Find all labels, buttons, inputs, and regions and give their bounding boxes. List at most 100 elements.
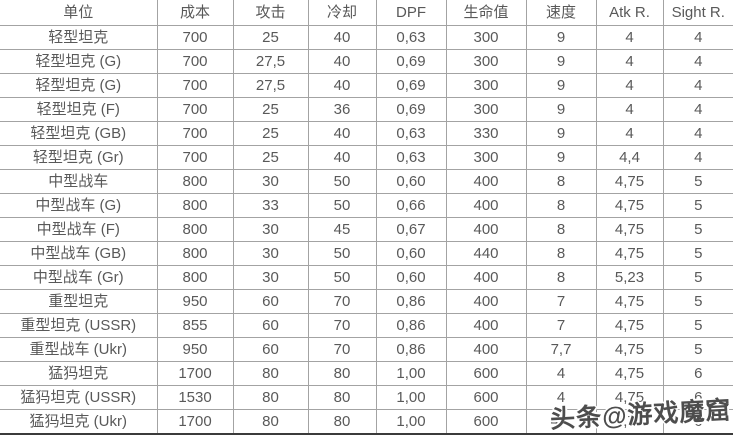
cell-speed: 7 [525, 289, 597, 314]
cell-hp: 300 [445, 145, 527, 170]
cell-attack: 27,5 [232, 73, 309, 98]
cell-speed: 8 [525, 241, 597, 266]
cell-dpf: 1,00 [375, 385, 447, 410]
cell-unit: 轻型坦克 (G) [0, 73, 158, 98]
cell-cooldown: 80 [307, 385, 377, 410]
cell-unit: 猛犸坦克 [0, 361, 158, 386]
cell-cooldown: 45 [307, 217, 377, 242]
column-header-unit: 单位 [0, 0, 158, 26]
table-row: 中型战车 (GB) 800 30 50 0,60 440 8 4,75 5 [0, 241, 733, 266]
cell-speed: 4 [525, 385, 597, 410]
cell-sight_range: 6 [662, 361, 733, 386]
cell-attack: 30 [232, 265, 309, 290]
cell-dpf: 0,69 [375, 49, 447, 74]
cell-dpf: 0,66 [375, 193, 447, 218]
cell-cooldown: 50 [307, 193, 377, 218]
cell-speed: 7 [525, 313, 597, 338]
cell-attack: 30 [232, 169, 309, 194]
cell-sight_range: 4 [662, 73, 733, 98]
cell-attack: 30 [232, 217, 309, 242]
table-row: 猛犸坦克 1700 80 80 1,00 600 4 4,75 6 [0, 361, 733, 386]
cell-cost: 800 [156, 217, 234, 242]
cell-sight_range: 6 [662, 409, 733, 435]
cell-speed: 9 [525, 121, 597, 146]
cell-cooldown: 40 [307, 145, 377, 170]
cell-sight_range: 5 [662, 337, 733, 362]
cell-hp: 400 [445, 217, 527, 242]
cell-hp: 600 [445, 385, 527, 410]
cell-unit: 轻型坦克 [0, 25, 158, 50]
cell-dpf: 0,63 [375, 25, 447, 50]
cell-unit: 猛犸坦克 (USSR) [0, 385, 158, 410]
cell-cost: 700 [156, 121, 234, 146]
cell-dpf: 0,60 [375, 169, 447, 194]
cell-sight_range: 5 [662, 265, 733, 290]
cell-dpf: 0,69 [375, 97, 447, 122]
cell-speed: 8 [525, 265, 597, 290]
cell-atk_range: 4,75 [595, 169, 664, 194]
cell-dpf: 0,67 [375, 217, 447, 242]
cell-speed: 8 [525, 169, 597, 194]
cell-hp: 440 [445, 241, 527, 266]
cell-cost: 800 [156, 241, 234, 266]
cell-hp: 400 [445, 169, 527, 194]
table-row: 轻型坦克 (F) 700 25 36 0,69 300 9 4 4 [0, 97, 733, 122]
cell-speed: 4 [525, 361, 597, 386]
column-header-speed: 速度 [525, 0, 597, 26]
cell-atk_range: 4,75 [595, 385, 664, 410]
table-row: 轻型坦克 (GB) 700 25 40 0,63 330 9 4 4 [0, 121, 733, 146]
cell-sight_range: 4 [662, 121, 733, 146]
cell-cooldown: 50 [307, 265, 377, 290]
table-row: 重型战车 (Ukr) 950 60 70 0,86 400 7,7 4,75 5 [0, 337, 733, 362]
cell-attack: 25 [232, 121, 309, 146]
cell-atk_range: 4,75 [595, 289, 664, 314]
cell-atk_range: 4,75 [595, 241, 664, 266]
table-row: 中型战车 (G) 800 33 50 0,66 400 8 4,75 5 [0, 193, 733, 218]
table-row: 中型战车 800 30 50 0,60 400 8 4,75 5 [0, 169, 733, 194]
column-header-cost: 成本 [156, 0, 234, 26]
cell-atk_range: 4 [595, 73, 664, 98]
cell-hp: 300 [445, 73, 527, 98]
cell-hp: 400 [445, 265, 527, 290]
column-header-atk_range: Atk R. [595, 0, 664, 26]
cell-hp: 400 [445, 193, 527, 218]
cell-attack: 27,5 [232, 49, 309, 74]
cell-attack: 60 [232, 313, 309, 338]
cell-sight_range: 5 [662, 193, 733, 218]
cell-hp: 300 [445, 25, 527, 50]
cell-unit: 中型战车 [0, 169, 158, 194]
cell-speed: 8 [525, 217, 597, 242]
cell-atk_range: 4,75 [595, 313, 664, 338]
cell-unit: 中型战车 (Gr) [0, 265, 158, 290]
table-row: 中型战车 (Gr) 800 30 50 0,60 400 8 5,23 5 [0, 265, 733, 290]
cell-unit: 猛犸坦克 (Ukr) [0, 409, 158, 435]
cell-sight_range: 4 [662, 97, 733, 122]
cell-speed: 7,7 [525, 337, 597, 362]
cell-hp: 300 [445, 97, 527, 122]
cell-dpf: 0,63 [375, 121, 447, 146]
cell-atk_range: 4,75 [595, 361, 664, 386]
cell-attack: 30 [232, 241, 309, 266]
column-header-attack: 攻击 [232, 0, 309, 26]
cell-attack: 80 [232, 409, 309, 435]
cell-attack: 25 [232, 25, 309, 50]
cell-cost: 700 [156, 73, 234, 98]
cell-unit: 轻型坦克 (G) [0, 49, 158, 74]
cell-atk_range: 4,75 [595, 193, 664, 218]
table-row: 重型坦克 (USSR) 855 60 70 0,86 400 7 4,75 5 [0, 313, 733, 338]
cell-attack: 25 [232, 97, 309, 122]
cell-hp: 600 [445, 361, 527, 386]
cell-speed: 8 [525, 193, 597, 218]
cell-sight_range: 4 [662, 145, 733, 170]
cell-sight_range: 5 [662, 217, 733, 242]
cell-cooldown: 70 [307, 337, 377, 362]
table-body: 轻型坦克 700 25 40 0,63 300 9 4 4 轻型坦克 (G) 700 27,5 40 0,… [0, 25, 733, 435]
cell-cost: 950 [156, 337, 234, 362]
cell-dpf: 0,86 [375, 337, 447, 362]
cell-atk_range: 4 [595, 49, 664, 74]
cell-attack: 33 [232, 193, 309, 218]
cell-sight_range: 5 [662, 289, 733, 314]
cell-hp: 400 [445, 313, 527, 338]
